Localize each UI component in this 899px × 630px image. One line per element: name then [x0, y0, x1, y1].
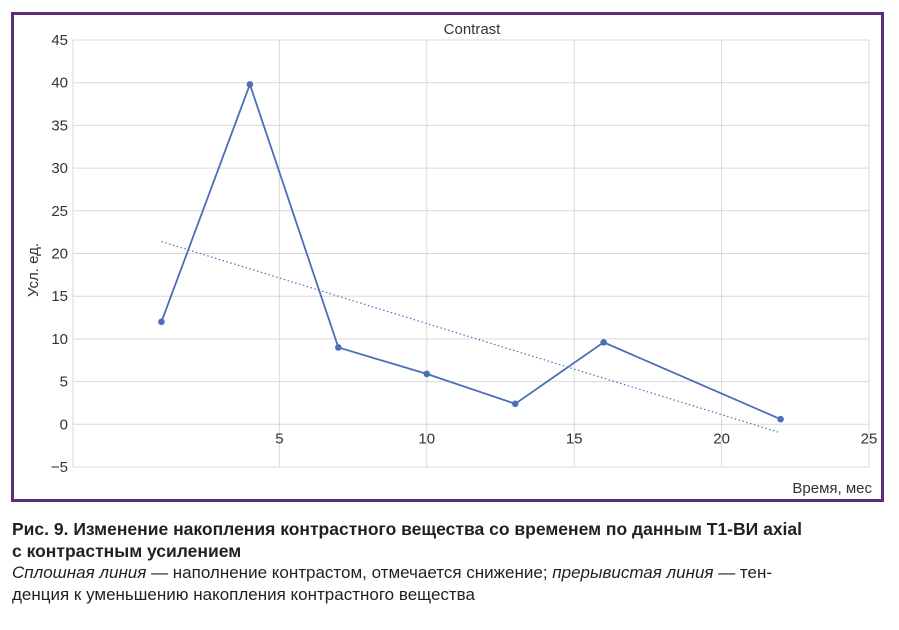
chart-frame: −5 0 5 10 15 20 25 30 35 40 45 5 10 15 20 25 Contrast У… [11, 12, 884, 502]
caption-title-cont: с контрастным усилением [12, 541, 242, 561]
y-tick-label: 20 [51, 246, 68, 263]
tick-labels: −5 0 5 10 15 20 25 30 35 40 45 5 10 15 20 25 [51, 32, 877, 476]
y-tick-label: 30 [51, 160, 68, 177]
data-line [160, 81, 781, 421]
x-tick-label: 5 [275, 430, 283, 447]
data-point [158, 318, 165, 326]
solid-line-desc: — наполнение контрастом, отмечается сниж… [146, 563, 553, 582]
solid-line-term: Сплошная линия [12, 563, 147, 582]
chart-title: Contrast [444, 21, 502, 38]
x-axis-label: Время, мес [792, 480, 872, 497]
y-tick-label: 35 [51, 117, 68, 134]
caption-title: Рис. 9. Изменение накопления контрастног… [12, 519, 803, 539]
chart: −5 0 5 10 15 20 25 30 35 40 45 5 10 15 20 25 Contrast У… [25, 21, 877, 497]
data-point [423, 370, 431, 378]
trend-line [161, 240, 781, 434]
caption-description-cont: денция к уменьшению накопления контрастн… [12, 585, 475, 604]
y-axis-label: Усл. ед. [25, 243, 42, 297]
y-tick-label: 5 [60, 374, 68, 391]
y-tick-label: 25 [51, 203, 68, 220]
y-tick-label: 45 [51, 32, 68, 49]
y-tick-label: −5 [51, 459, 68, 476]
y-tick-label: 10 [51, 331, 68, 348]
x-tick-label: 10 [418, 430, 435, 447]
x-tick-label: 20 [713, 430, 730, 447]
dashed-line-desc: — тен- [713, 563, 773, 582]
data-point [600, 339, 607, 346]
y-tick-label: 40 [51, 75, 68, 92]
x-tick-label: 25 [861, 430, 878, 447]
dashed-line-term: прерывистая линия [552, 563, 714, 582]
y-tick-label: 15 [51, 288, 68, 305]
series [158, 81, 784, 434]
caption-description: Сплошная линия — наполнение контрастом, … [12, 562, 892, 584]
figure-caption: Рис. 9. Изменение накопления контрастног… [12, 518, 892, 606]
data-point [335, 344, 342, 351]
data-point [777, 415, 784, 423]
grid [72, 39, 870, 468]
x-tick-label: 15 [566, 430, 583, 447]
y-tick-label: 0 [60, 416, 68, 433]
data-point [511, 400, 519, 408]
data-point [246, 81, 254, 88]
